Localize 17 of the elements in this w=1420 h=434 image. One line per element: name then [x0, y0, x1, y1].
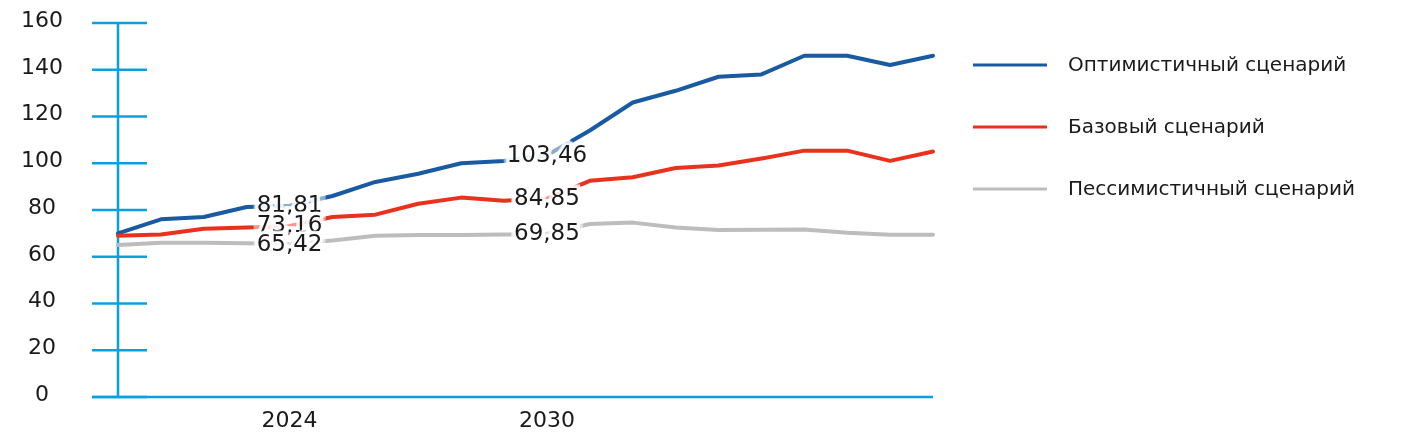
- x-tick-label: 2024: [261, 407, 318, 432]
- y-tick-label: 160: [21, 6, 63, 32]
- data-label: 84,85: [514, 184, 580, 211]
- y-tick-label: 80: [28, 193, 56, 219]
- y-tick-label: 0: [35, 380, 49, 406]
- y-tick-label: 60: [28, 240, 56, 266]
- x-tick-label: 2030: [518, 407, 575, 432]
- y-tick-label: 40: [28, 287, 56, 313]
- legend-label: Пессимистичный сценарий: [1068, 175, 1356, 200]
- legend-label: Оптимистичный сценарий: [1068, 51, 1347, 76]
- y-tick-label: 120: [21, 100, 63, 126]
- legend-label: Базовый сценарий: [1068, 113, 1265, 138]
- data-label: 69,85: [514, 219, 580, 246]
- y-tick-label: 20: [28, 334, 56, 360]
- y-tick-label: 100: [21, 147, 63, 173]
- y-tick-label: 140: [21, 53, 63, 79]
- data-label: 103,46: [506, 140, 588, 167]
